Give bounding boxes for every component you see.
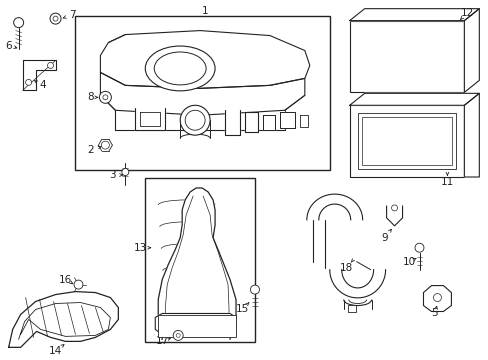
- Text: 7: 7: [69, 10, 76, 20]
- Polygon shape: [263, 115, 274, 130]
- Circle shape: [50, 13, 61, 24]
- Circle shape: [47, 62, 53, 68]
- Polygon shape: [386, 206, 402, 226]
- Polygon shape: [158, 188, 236, 339]
- Circle shape: [74, 280, 83, 289]
- Circle shape: [14, 18, 23, 28]
- Circle shape: [414, 243, 423, 252]
- Text: 4: 4: [39, 80, 46, 90]
- Polygon shape: [100, 72, 304, 115]
- Bar: [75, 15, 329, 170]
- Polygon shape: [22, 60, 56, 90]
- Bar: [357, 113, 455, 169]
- Circle shape: [250, 285, 259, 294]
- Bar: [349, 21, 464, 92]
- Text: 14: 14: [49, 346, 62, 356]
- Ellipse shape: [145, 46, 215, 91]
- Bar: [361, 117, 451, 165]
- Circle shape: [122, 168, 128, 176]
- Polygon shape: [244, 112, 258, 132]
- Polygon shape: [349, 9, 478, 21]
- Text: 6: 6: [5, 41, 12, 50]
- Bar: [347, 305, 355, 312]
- Polygon shape: [464, 93, 478, 177]
- Text: 12: 12: [460, 8, 473, 18]
- Text: 3: 3: [109, 170, 116, 180]
- Polygon shape: [423, 285, 450, 311]
- Text: 9: 9: [381, 233, 387, 243]
- Circle shape: [102, 95, 108, 100]
- Bar: [349, 105, 464, 177]
- Text: 13: 13: [133, 243, 146, 253]
- Polygon shape: [100, 31, 309, 88]
- Polygon shape: [279, 112, 294, 128]
- Circle shape: [101, 141, 109, 149]
- Polygon shape: [135, 108, 165, 130]
- Text: 1: 1: [202, 6, 208, 15]
- Polygon shape: [299, 115, 307, 127]
- Polygon shape: [224, 110, 240, 135]
- Polygon shape: [9, 292, 118, 347]
- Text: 15: 15: [235, 305, 248, 315]
- Text: 18: 18: [339, 263, 353, 273]
- Text: 5: 5: [430, 309, 437, 319]
- Text: 16: 16: [59, 275, 72, 285]
- Circle shape: [53, 16, 58, 21]
- Circle shape: [99, 91, 111, 103]
- Circle shape: [173, 330, 183, 340]
- Text: 17: 17: [155, 336, 168, 346]
- Text: 11: 11: [440, 177, 453, 187]
- Polygon shape: [349, 93, 478, 105]
- Ellipse shape: [154, 52, 205, 85]
- Text: 10: 10: [402, 257, 415, 267]
- Circle shape: [180, 105, 210, 135]
- Bar: [145, 178, 254, 342]
- Circle shape: [176, 333, 180, 337]
- Text: 2: 2: [87, 145, 94, 155]
- Bar: [158, 315, 236, 337]
- Circle shape: [185, 110, 204, 130]
- Circle shape: [391, 205, 397, 211]
- Polygon shape: [155, 314, 236, 339]
- Circle shape: [25, 80, 32, 85]
- Polygon shape: [464, 9, 478, 92]
- Text: 8: 8: [87, 92, 94, 102]
- Circle shape: [432, 293, 441, 302]
